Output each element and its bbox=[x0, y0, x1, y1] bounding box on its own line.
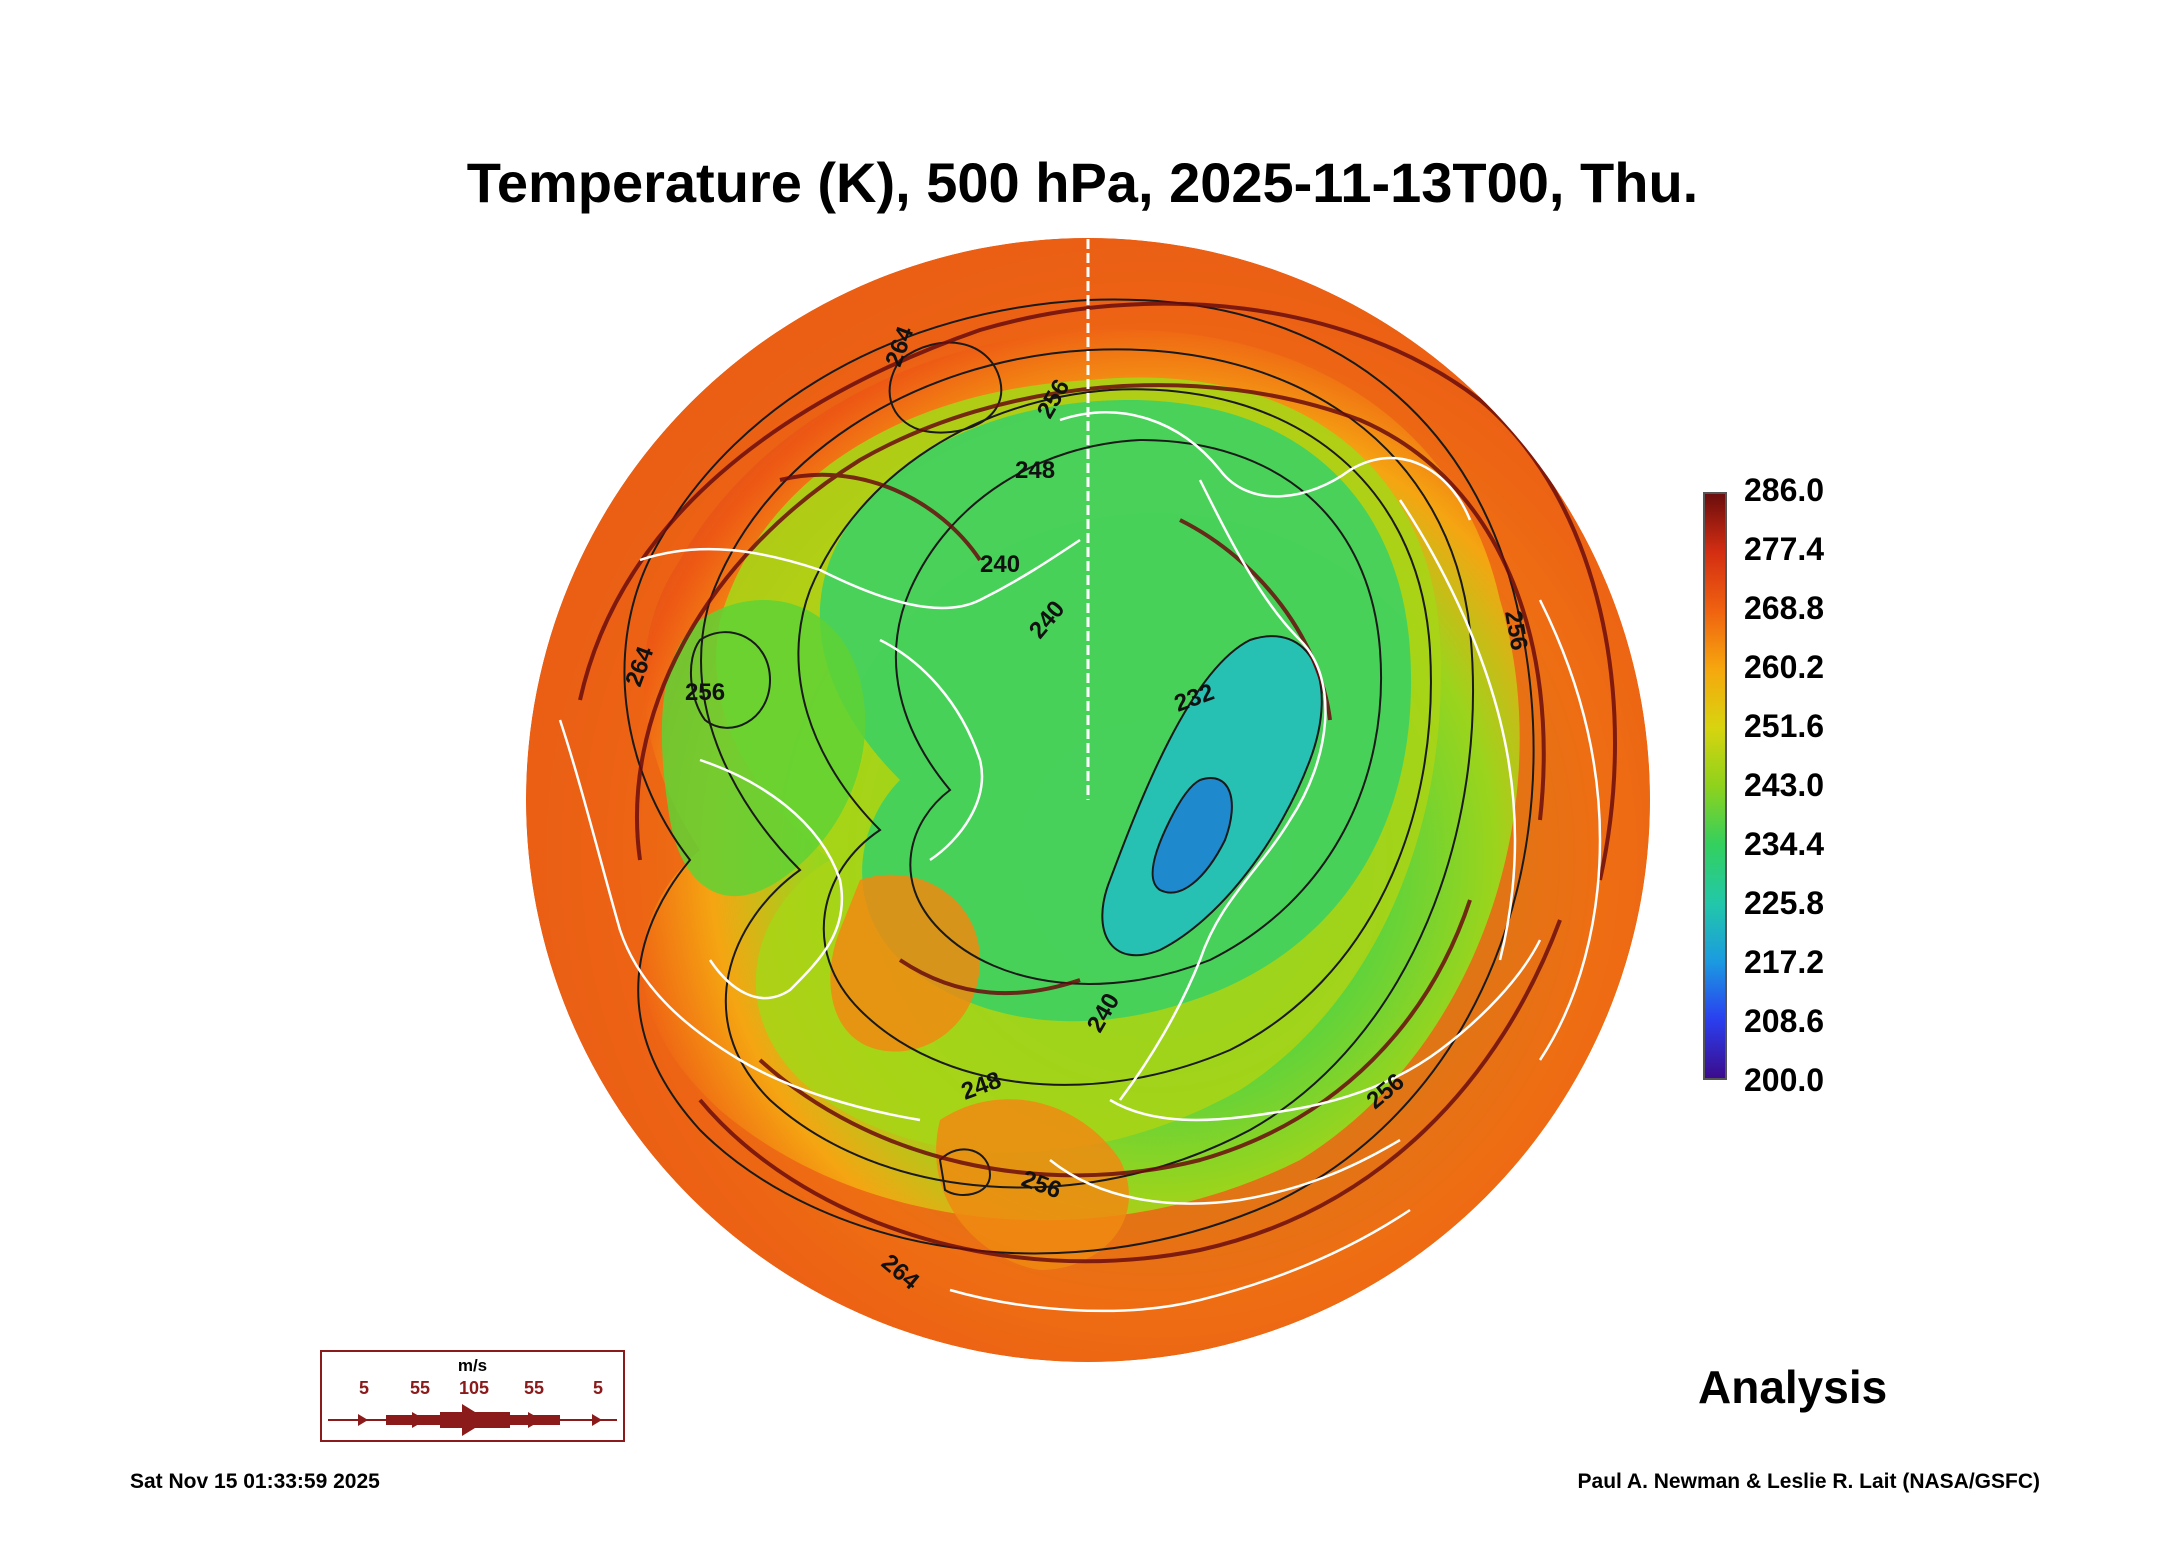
legend-arrowhead bbox=[528, 1412, 542, 1428]
colorbar-tick: 234.4 bbox=[1744, 826, 1825, 862]
credit-line: Paul A. Newman & Leslie R. Lait (NASA/GS… bbox=[1577, 1470, 2040, 1493]
wind-legend-speed: 105 bbox=[458, 1378, 490, 1398]
temperature-colorbar bbox=[1703, 492, 1727, 1080]
colorbar-tick: 225.8 bbox=[1744, 885, 1825, 921]
legend-arrowhead bbox=[358, 1414, 368, 1426]
coldest-core bbox=[1152, 778, 1232, 893]
map-title: Temperature (K), 500 hPa, 2025-11-13T00,… bbox=[466, 151, 1699, 214]
contour-label: 240 bbox=[980, 551, 1020, 578]
colorbar-tick: 260.2 bbox=[1744, 649, 1825, 685]
colorbar-tick: 217.2 bbox=[1744, 944, 1825, 980]
colorbar-tick: 286.0 bbox=[1744, 472, 1825, 508]
wind-legend-speed: 5 bbox=[358, 1378, 370, 1398]
wind-legend-speed: 5 bbox=[592, 1378, 604, 1398]
legend-arrowhead bbox=[462, 1404, 488, 1436]
wind-legend-arrows bbox=[328, 1404, 617, 1436]
colorbar-tick: 251.6 bbox=[1744, 708, 1825, 744]
colorbar-tick: 277.4 bbox=[1744, 531, 1825, 567]
generation-timestamp: Sat Nov 15 01:33:59 2025 bbox=[130, 1470, 380, 1493]
legend-arrowhead bbox=[592, 1414, 602, 1426]
wind-legend-speed: 55 bbox=[409, 1378, 431, 1398]
colorbar-tick: 208.6 bbox=[1744, 1003, 1825, 1039]
west-green-lobe bbox=[661, 600, 866, 897]
contour-labels: 264 256 248 240 240 232 240 248 256 264 … bbox=[620, 323, 1532, 1296]
wind-legend-unit: m/s bbox=[457, 1356, 488, 1375]
wind-speed-legend: m/s 5 55 105 55 5 bbox=[320, 1350, 625, 1442]
legend-arrowhead bbox=[412, 1412, 426, 1428]
colorbar-tick: 268.8 bbox=[1744, 590, 1825, 626]
wind-streamlines bbox=[578, 301, 1617, 1264]
analysis-label: Analysis bbox=[1698, 1361, 1888, 1413]
colorbar-tick: 200.0 bbox=[1744, 1062, 1825, 1098]
contour-label: 248 bbox=[1015, 457, 1055, 484]
contour-label: 256 bbox=[685, 679, 725, 706]
coastlines bbox=[558, 411, 1602, 1313]
colorbar-tick-labels: 286.0 277.4 268.8 260.2 251.6 243.0 234.… bbox=[1744, 472, 1884, 1100]
wind-legend-speed: 55 bbox=[523, 1378, 545, 1398]
cool-green-region bbox=[819, 400, 1412, 1022]
warm-ridge-east bbox=[936, 1099, 1129, 1270]
colorbar-tick: 243.0 bbox=[1744, 767, 1825, 803]
map-disk bbox=[526, 238, 1650, 1362]
